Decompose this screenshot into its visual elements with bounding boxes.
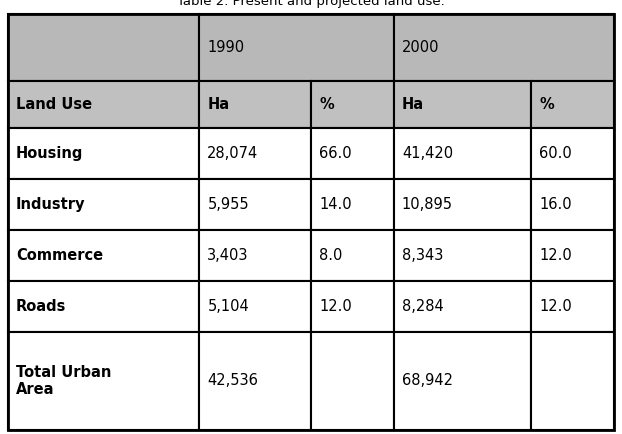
Text: 2000: 2000 <box>402 40 439 55</box>
Text: 3,403: 3,403 <box>207 248 249 263</box>
Text: 1990: 1990 <box>207 40 244 55</box>
Bar <box>8 281 200 332</box>
Bar <box>200 230 311 281</box>
Bar <box>394 179 531 230</box>
Bar <box>531 230 614 281</box>
Bar <box>394 14 614 81</box>
Bar <box>8 230 200 281</box>
Bar <box>394 281 531 332</box>
Text: Commerce: Commerce <box>16 248 103 263</box>
Bar <box>531 128 614 179</box>
Bar <box>394 332 531 430</box>
Bar <box>200 128 311 179</box>
Bar <box>311 179 394 230</box>
Bar <box>394 81 531 128</box>
Bar <box>311 128 394 179</box>
Text: 8,284: 8,284 <box>402 299 443 314</box>
Bar <box>531 179 614 230</box>
Text: Housing: Housing <box>16 146 83 161</box>
Text: Table 2. Present and projected land use.: Table 2. Present and projected land use. <box>177 0 445 8</box>
Bar <box>394 230 531 281</box>
Text: Industry: Industry <box>16 197 85 212</box>
Bar <box>200 179 311 230</box>
Text: 68,942: 68,942 <box>402 373 453 388</box>
Text: 41,420: 41,420 <box>402 146 453 161</box>
Bar <box>311 332 394 430</box>
Bar <box>531 81 614 128</box>
Text: %: % <box>539 97 554 112</box>
Bar <box>311 281 394 332</box>
Text: 12.0: 12.0 <box>319 299 352 314</box>
Text: 16.0: 16.0 <box>539 197 572 212</box>
Bar <box>200 14 394 81</box>
Text: 42,536: 42,536 <box>207 373 258 388</box>
Text: 28,074: 28,074 <box>207 146 259 161</box>
Bar <box>200 81 311 128</box>
Text: 12.0: 12.0 <box>539 248 572 263</box>
Text: 66.0: 66.0 <box>319 146 351 161</box>
Bar <box>531 332 614 430</box>
Text: 10,895: 10,895 <box>402 197 453 212</box>
Text: 8.0: 8.0 <box>319 248 342 263</box>
Bar <box>8 14 200 81</box>
Bar <box>311 230 394 281</box>
Bar <box>531 281 614 332</box>
Bar <box>200 281 311 332</box>
Text: %: % <box>319 97 334 112</box>
Text: Total Urban
Area: Total Urban Area <box>16 365 111 397</box>
Text: Ha: Ha <box>207 97 230 112</box>
Text: Land Use: Land Use <box>16 97 92 112</box>
Bar <box>8 179 200 230</box>
Bar <box>311 81 394 128</box>
Bar <box>8 81 200 128</box>
Bar <box>8 332 200 430</box>
Text: 5,955: 5,955 <box>207 197 249 212</box>
Text: Ha: Ha <box>402 97 424 112</box>
Text: 5,104: 5,104 <box>207 299 249 314</box>
Text: 14.0: 14.0 <box>319 197 351 212</box>
Bar <box>8 128 200 179</box>
Text: 8,343: 8,343 <box>402 248 443 263</box>
Bar <box>200 332 311 430</box>
Bar <box>394 128 531 179</box>
Text: 60.0: 60.0 <box>539 146 572 161</box>
Text: 12.0: 12.0 <box>539 299 572 314</box>
Text: Roads: Roads <box>16 299 67 314</box>
